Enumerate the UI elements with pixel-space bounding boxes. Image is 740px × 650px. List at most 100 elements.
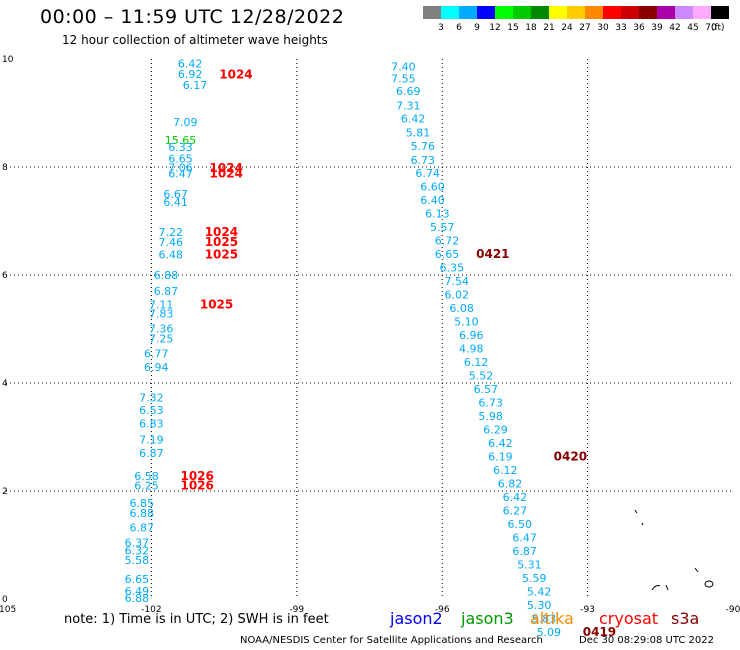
legend-label: 30 xyxy=(597,23,609,33)
swh-value: 6.82 xyxy=(498,477,523,490)
swh-value: 6.69 xyxy=(396,85,421,98)
legend-swatch xyxy=(567,6,585,19)
legend-label: 45 xyxy=(687,23,699,33)
legend-swatch xyxy=(657,6,675,19)
swh-value: 4.98 xyxy=(459,342,484,355)
legend-swatch xyxy=(495,6,513,19)
swh-value: 6.53 xyxy=(139,404,164,417)
legend-swatch xyxy=(513,6,531,19)
legend-swatch xyxy=(639,6,657,19)
legend-unit: (ft) xyxy=(711,23,725,33)
swh-value: 6.94 xyxy=(144,361,169,374)
legend-label: 36 xyxy=(633,23,645,33)
swh-value: 6.65 xyxy=(168,152,193,165)
swh-value: 6.49 xyxy=(125,585,150,598)
legend-label: 33 xyxy=(615,23,627,33)
swh-value: 6.74 xyxy=(415,167,440,180)
legend-label: 18 xyxy=(525,23,537,33)
swh-value: 6.88 xyxy=(129,507,154,520)
x-tick-label: -93 xyxy=(580,605,595,615)
coastline-fragment xyxy=(651,567,699,591)
legend-swatch xyxy=(441,6,459,19)
swh-value: 6.42 xyxy=(503,491,528,504)
y-tick-label: 8 xyxy=(2,163,8,173)
time-label: 1025 xyxy=(205,235,238,249)
swh-value: 5.76 xyxy=(411,140,436,153)
swh-value: 5.57 xyxy=(430,221,455,234)
footer-timestamp: Dec 30 08:29:08 UTC 2022 xyxy=(579,635,714,646)
swh-value: 6.88 xyxy=(125,592,150,605)
swh-value: 6.96 xyxy=(459,329,484,342)
swh-value: 6.65 xyxy=(435,248,460,261)
swh-value: 6.37 xyxy=(125,536,150,549)
swh-value: 7.32 xyxy=(139,392,164,405)
time-label: 1024 xyxy=(205,225,238,239)
swh-value: 6.32 xyxy=(125,544,150,557)
swh-value: 6.25 xyxy=(134,480,159,493)
satellite-cryosat: cryosat xyxy=(599,609,659,628)
swh-value: 6.19 xyxy=(488,450,513,463)
time-label: 1026 xyxy=(180,469,213,483)
swh-value: 6.48 xyxy=(159,248,184,261)
legend-label: 24 xyxy=(561,23,573,33)
legend-swatch xyxy=(459,6,477,19)
legend-label: 42 xyxy=(669,23,681,33)
swh-value: 7.36 xyxy=(149,322,174,335)
swh-value: 6.73 xyxy=(411,154,436,167)
swh-value: 7.09 xyxy=(173,116,198,129)
swh-value: 7.31 xyxy=(396,99,421,112)
swh-value: 6.08 xyxy=(449,302,474,315)
time-label: 1026 xyxy=(180,479,213,493)
swh-value: 5.98 xyxy=(478,410,503,423)
swh-value: 6.12 xyxy=(464,356,489,369)
swh-value: 7.40 xyxy=(391,61,416,74)
swh-value: 6.67 xyxy=(163,188,188,201)
legend-swatch xyxy=(423,6,441,19)
x-tick-label: -99 xyxy=(289,605,304,615)
swh-value: 6.85 xyxy=(129,497,154,510)
time-label: 0419 xyxy=(583,625,616,639)
footer-note: note: 1) Time is in UTC; 2) SWH is in fe… xyxy=(64,612,329,627)
swh-value: 15.65 xyxy=(165,134,197,147)
swh-value: 7.22 xyxy=(159,226,184,239)
footer-credit: NOAA/NESDIS Center for Satellite Applica… xyxy=(240,635,543,646)
time-label: 1025 xyxy=(205,247,238,261)
satellite-jason2: jason2 xyxy=(390,609,443,628)
swh-value: 6.42 xyxy=(488,437,513,450)
swh-value: 6.50 xyxy=(507,518,532,531)
legend-label: 15 xyxy=(507,23,519,33)
time-label: 1024 xyxy=(210,166,243,180)
swh-value: 5.81 xyxy=(406,126,431,139)
legend-swatch xyxy=(585,6,603,19)
swh-value: 5.59 xyxy=(522,572,547,585)
legend-swatch xyxy=(477,6,495,19)
time-label: 0421 xyxy=(476,247,509,261)
chart-title: 00:00 – 11:59 UTC 12/28/2022 xyxy=(40,6,345,28)
swh-value: 6.73 xyxy=(478,396,503,409)
time-label: 1024 xyxy=(219,68,252,82)
time-label: 1024 xyxy=(210,161,243,175)
x-tick-label: -105 xyxy=(0,605,16,615)
y-tick-label: 10 xyxy=(2,55,14,65)
time-label: 0420 xyxy=(554,449,587,463)
swh-value: 6.35 xyxy=(440,261,465,274)
swh-value: 5.42 xyxy=(527,585,552,598)
chart-subtitle: 12 hour collection of altimeter wave hei… xyxy=(62,33,328,47)
swh-value: 7.06 xyxy=(168,162,193,175)
y-tick-label: 6 xyxy=(2,271,8,281)
swh-value: 6.72 xyxy=(435,234,460,247)
swh-value: 7.19 xyxy=(139,434,164,447)
swh-value: 7.83 xyxy=(149,307,174,320)
x-tick-label: -96 xyxy=(435,605,450,615)
swh-value: 6.40 xyxy=(420,194,445,207)
swh-value: 6.57 xyxy=(474,383,499,396)
swh-value: 5.58 xyxy=(125,554,150,567)
swh-value: 5.30 xyxy=(527,599,552,612)
swh-value: 6.65 xyxy=(125,573,150,586)
swh-value: 7.25 xyxy=(149,333,174,346)
swh-value: 5.31 xyxy=(517,558,542,571)
legend-swatch xyxy=(603,6,621,19)
swh-value: 6.83 xyxy=(139,418,164,431)
